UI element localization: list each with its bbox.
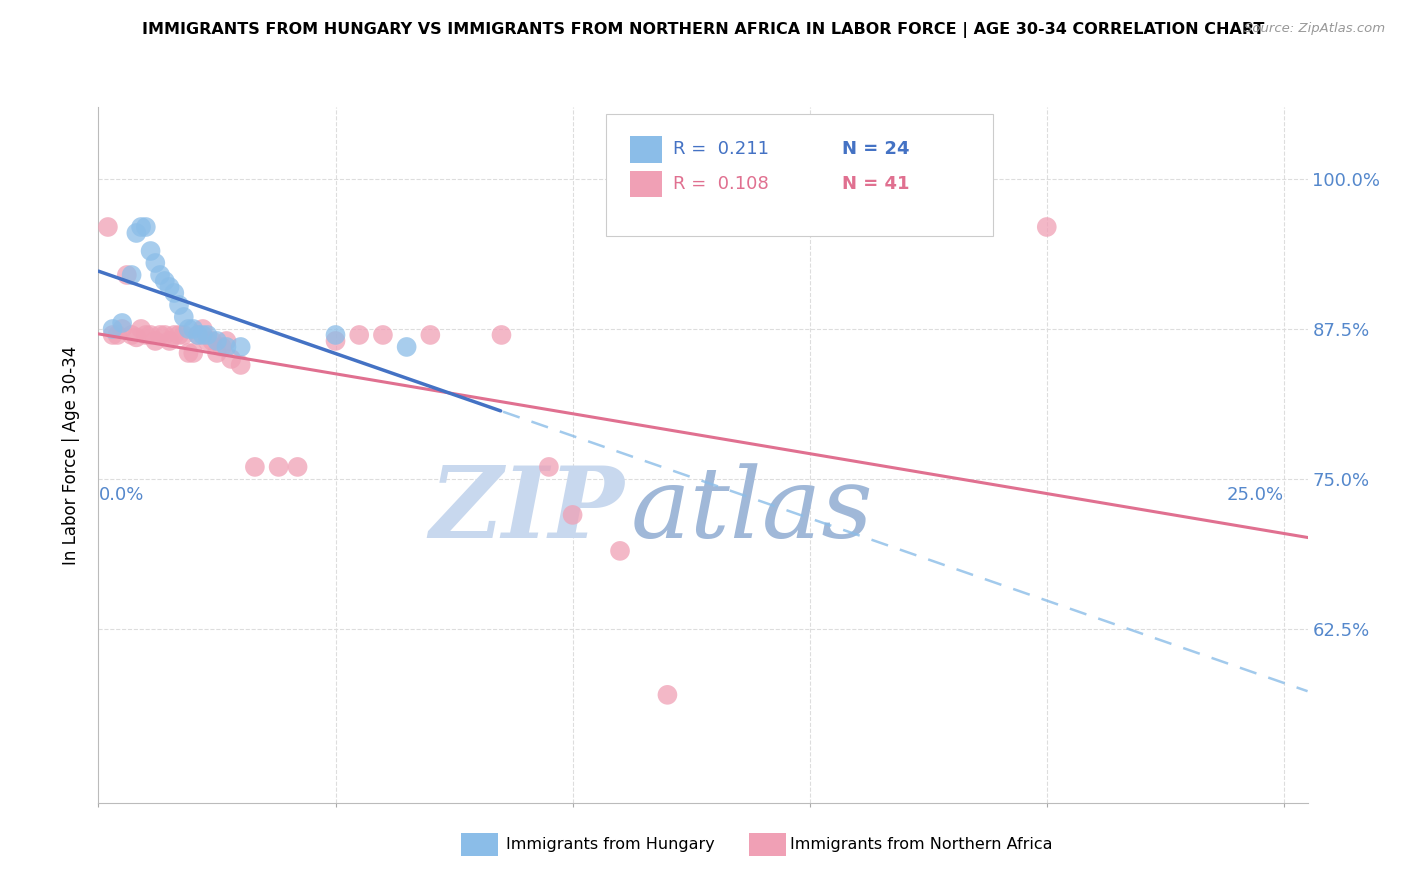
- Point: [167, 328, 190, 343]
- Text: 25.0%: 25.0%: [1227, 486, 1284, 504]
- Point: [139, 328, 162, 343]
- Point: [181, 322, 204, 336]
- Point: [287, 459, 309, 474]
- Point: [105, 328, 128, 343]
- Point: [153, 328, 176, 343]
- Point: [537, 459, 560, 474]
- Point: [197, 328, 219, 343]
- Point: [125, 330, 148, 344]
- Text: ZIP: ZIP: [429, 462, 624, 558]
- Point: [143, 256, 166, 270]
- Point: [325, 334, 347, 348]
- Point: [211, 340, 233, 354]
- Point: [201, 334, 224, 348]
- Point: [215, 340, 238, 354]
- FancyBboxPatch shape: [630, 171, 662, 197]
- Point: [129, 322, 152, 336]
- Point: [181, 346, 204, 360]
- Text: N = 24: N = 24: [842, 140, 910, 158]
- Point: [205, 346, 228, 360]
- Point: [229, 340, 252, 354]
- Point: [191, 328, 214, 343]
- Point: [115, 268, 138, 282]
- Text: N = 41: N = 41: [842, 175, 910, 193]
- Point: [111, 316, 134, 330]
- Point: [163, 285, 186, 300]
- Point: [111, 322, 134, 336]
- Point: [187, 328, 209, 343]
- Text: Source: ZipAtlas.com: Source: ZipAtlas.com: [1244, 22, 1385, 36]
- Text: IMMIGRANTS FROM HUNGARY VS IMMIGRANTS FROM NORTHERN AFRICA IN LABOR FORCE | AGE : IMMIGRANTS FROM HUNGARY VS IMMIGRANTS FR…: [142, 22, 1264, 38]
- Point: [159, 280, 181, 294]
- Point: [267, 459, 290, 474]
- Point: [325, 328, 347, 343]
- Point: [187, 328, 209, 343]
- Point: [197, 334, 219, 348]
- Text: 0.0%: 0.0%: [98, 486, 143, 504]
- Point: [371, 328, 394, 343]
- Point: [101, 328, 124, 343]
- Text: R =  0.108: R = 0.108: [673, 175, 769, 193]
- Text: Immigrants from Hungary: Immigrants from Hungary: [506, 838, 714, 852]
- Point: [153, 274, 176, 288]
- FancyBboxPatch shape: [630, 136, 662, 162]
- Point: [97, 219, 120, 234]
- Point: [229, 358, 252, 372]
- Point: [215, 334, 238, 348]
- Point: [129, 219, 152, 234]
- Point: [101, 322, 124, 336]
- Point: [121, 268, 143, 282]
- Y-axis label: In Labor Force | Age 30-34: In Labor Force | Age 30-34: [62, 345, 80, 565]
- FancyBboxPatch shape: [606, 114, 993, 235]
- Point: [657, 688, 679, 702]
- Point: [491, 328, 513, 343]
- Point: [125, 226, 148, 240]
- Point: [205, 334, 228, 348]
- Point: [143, 334, 166, 348]
- Point: [561, 508, 583, 522]
- Text: R =  0.211: R = 0.211: [673, 140, 769, 158]
- Point: [135, 219, 157, 234]
- Point: [167, 298, 190, 312]
- Point: [219, 351, 242, 366]
- Point: [419, 328, 441, 343]
- FancyBboxPatch shape: [749, 833, 786, 856]
- Text: atlas: atlas: [630, 463, 873, 558]
- Point: [347, 328, 370, 343]
- Point: [139, 244, 162, 258]
- Point: [177, 346, 200, 360]
- Point: [243, 459, 266, 474]
- Point: [149, 328, 172, 343]
- Point: [135, 328, 157, 343]
- Point: [609, 544, 631, 558]
- Point: [163, 328, 186, 343]
- Point: [1036, 219, 1059, 234]
- Point: [173, 310, 195, 324]
- Point: [159, 334, 181, 348]
- Point: [191, 322, 214, 336]
- Point: [395, 340, 418, 354]
- FancyBboxPatch shape: [461, 833, 498, 856]
- Point: [121, 328, 143, 343]
- Point: [173, 328, 195, 343]
- Point: [177, 322, 200, 336]
- Point: [149, 268, 172, 282]
- Text: Immigrants from Northern Africa: Immigrants from Northern Africa: [790, 838, 1053, 852]
